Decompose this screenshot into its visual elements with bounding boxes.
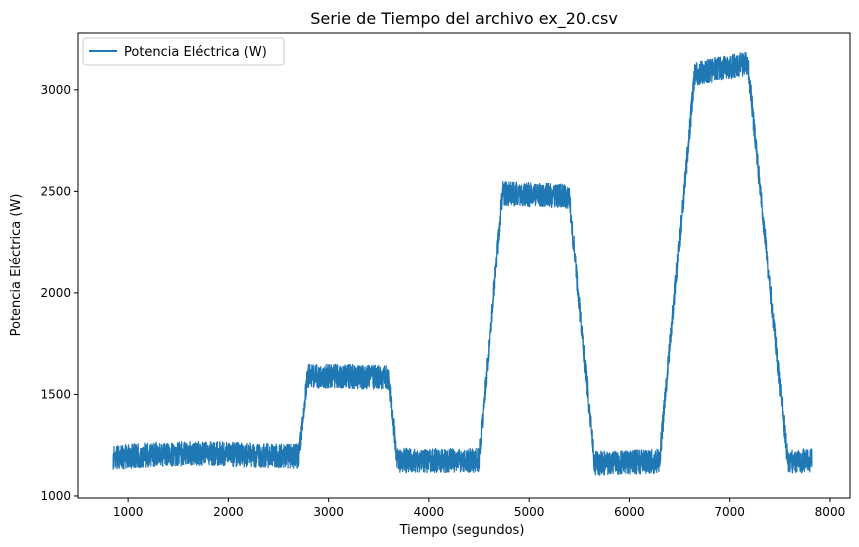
x-tick-label: 1000: [113, 505, 144, 519]
x-tick-label: 6000: [614, 505, 645, 519]
legend: Potencia Eléctrica (W): [82, 37, 285, 66]
y-tick-label: 2500: [40, 184, 71, 198]
x-tick-label: 5000: [514, 505, 545, 519]
x-axis: 1000 2000 3000 4000 5000 6000 7000 8000: [113, 498, 845, 519]
x-tick-label: 2000: [213, 505, 244, 519]
chart-title: Serie de Tiempo del archivo ex_20.csv: [310, 9, 618, 29]
y-axis: 1000 1500 2000 2500 3000: [40, 83, 78, 503]
series-line: [112, 51, 813, 477]
x-tick-label: 8000: [815, 505, 846, 519]
y-tick-label: 3000: [40, 83, 71, 97]
x-tick-label: 4000: [414, 505, 445, 519]
y-tick-label: 1000: [40, 489, 71, 503]
x-tick-label: 3000: [313, 505, 344, 519]
x-axis-label: Tiempo (segundos): [399, 523, 525, 538]
y-tick-label: 2000: [40, 286, 71, 300]
plot-frame: [77, 32, 851, 499]
legend-box: [82, 37, 285, 66]
y-axis-label: Potencia Eléctrica (W): [9, 194, 24, 337]
plot-area: [112, 51, 813, 477]
y-tick-label: 1500: [40, 387, 71, 401]
legend-label: Potencia Eléctrica (W): [124, 45, 267, 60]
x-tick-label: 7000: [714, 505, 745, 519]
